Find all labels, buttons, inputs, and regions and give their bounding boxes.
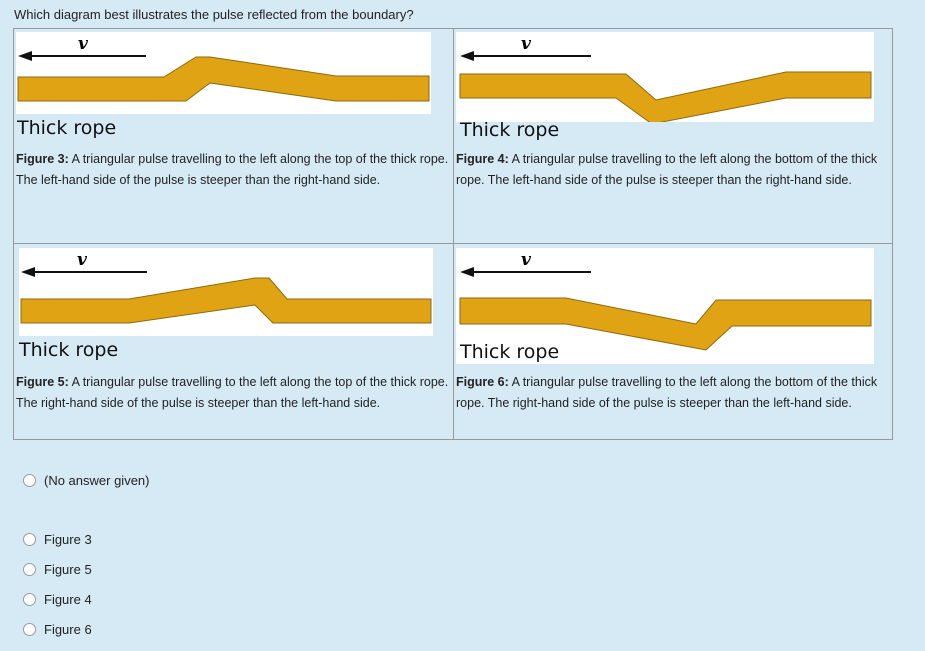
caption-text: A triangular pulse travelling to the lef… [16,375,449,410]
option-label: Figure 4 [44,592,92,607]
figure-3-caption: Figure 3: A triangular pulse travelling … [16,149,451,191]
rope-shape [17,56,430,102]
grid-divider-horizontal [14,243,892,244]
figure-6-cell: v Thick rope Figure 6: A triangular puls… [454,244,892,440]
arrow-left-icon [460,51,474,61]
arrow-left-icon [18,51,32,61]
caption-title: Figure 5: [16,375,69,389]
rope-label: Thick rope [460,341,560,363]
radio-button[interactable] [23,474,36,487]
figure-grid: v Thick rope Figure 3: A triangular puls… [13,28,893,440]
option-label: Figure 3 [44,532,92,547]
caption-text: A triangular pulse travelling to the lef… [456,375,878,410]
arrow-left-icon [21,267,35,277]
rope-shape [459,297,872,351]
caption-text: A triangular pulse travelling to the lef… [456,152,878,187]
arrow-left-icon [460,267,474,277]
caption-title: Figure 6: [456,375,509,389]
caption-title: Figure 3: [16,152,69,166]
figure-6-image: v [456,248,874,364]
radio-button[interactable] [23,593,36,606]
figure-4-caption: Figure 4: A triangular pulse travelling … [456,149,888,191]
rope-label: Thick rope [460,119,560,141]
rope-label: Thick rope [19,339,119,361]
question-text: Which diagram best illustrates the pulse… [14,7,414,22]
figure-5-cell: v Thick rope Figure 5: A triangular puls… [14,244,453,440]
figure-4-cell: v Thick rope Figure 4: A triangular puls… [454,29,892,243]
figure-5-caption: Figure 5: A triangular pulse travelling … [16,372,451,414]
radio-button[interactable] [23,533,36,546]
option-figure-5[interactable]: Figure 5 [23,562,92,577]
rope-shape [459,71,872,122]
option-figure-4[interactable]: Figure 4 [23,592,92,607]
figure-3-cell: v Thick rope Figure 3: A triangular puls… [14,29,453,243]
caption-title: Figure 4: [456,152,509,166]
figure-4-image: v [456,32,874,122]
velocity-label: v [78,34,89,54]
figure-3-image: v [16,32,431,114]
option-label: Figure 5 [44,562,92,577]
velocity-label: v [77,250,88,270]
figure-5-image: v [19,248,433,336]
option-figure-3[interactable]: Figure 3 [23,532,92,547]
figure-6-caption: Figure 6: A triangular pulse travelling … [456,372,888,414]
caption-text: A triangular pulse travelling to the lef… [16,152,449,187]
grid-divider-vertical [453,29,454,439]
velocity-label: v [521,250,532,270]
option-label: (No answer given) [44,473,150,488]
option-no-answer[interactable]: (No answer given) [23,473,150,488]
radio-button[interactable] [23,623,36,636]
rope-shape [20,277,432,324]
option-label: Figure 6 [44,622,92,637]
velocity-label: v [521,34,532,54]
option-figure-6[interactable]: Figure 6 [23,622,92,637]
radio-button[interactable] [23,563,36,576]
rope-label: Thick rope [17,117,117,139]
